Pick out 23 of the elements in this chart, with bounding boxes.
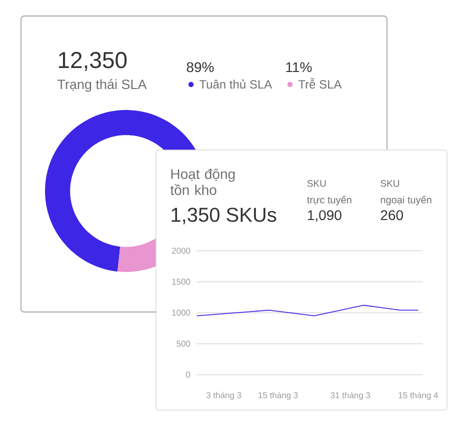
legend-label: Trễ SLA — [298, 78, 342, 89]
x-tick-label: 15 tháng 4 — [398, 392, 438, 400]
legend-label: Tuân thủ SLA — [199, 79, 272, 89]
text: ngoại tuyến — [380, 196, 432, 206]
text: SKU — [307, 180, 326, 187]
y-tick-label: 1500 — [172, 278, 190, 285]
y-tick-label: 500 — [176, 340, 190, 347]
y-tick-label: 0 — [186, 372, 190, 378]
text: SKU — [380, 180, 399, 187]
x-tick-label: 31 tháng 3 — [330, 392, 370, 400]
text: 12,350 — [58, 52, 127, 71]
text: 1,090 — [308, 210, 342, 222]
x-tick-label: 15 tháng 3 — [258, 392, 298, 400]
chart-title: Hoạt động tồn kho — [170, 168, 235, 196]
text: 1,350 SKUs — [172, 208, 276, 224]
x-tick-label: 3 tháng 3 — [206, 392, 242, 400]
text: Trạng thái SLA — [58, 79, 147, 92]
data-label: 89% — [186, 62, 214, 72]
y-tick-label: 1000 — [172, 310, 190, 316]
y-tick-label: 2000 — [172, 248, 190, 254]
text: trực tuyến — [307, 196, 352, 206]
text: 260 — [380, 210, 404, 220]
data-label: 11% — [286, 62, 312, 72]
